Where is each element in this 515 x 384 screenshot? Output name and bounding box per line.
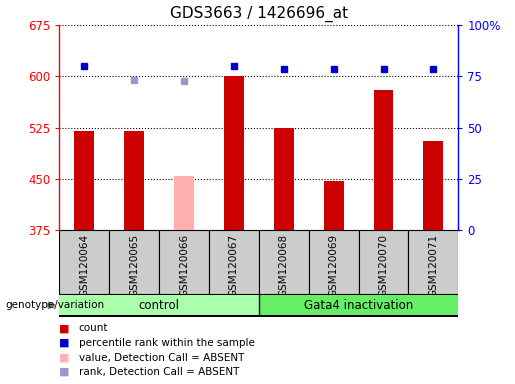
- Bar: [259, 230, 308, 294]
- Text: GSM120064: GSM120064: [79, 233, 89, 297]
- Bar: [308, 230, 358, 294]
- Bar: [209, 230, 259, 294]
- Text: Gata4 inactivation: Gata4 inactivation: [304, 299, 413, 312]
- Bar: [59, 230, 109, 294]
- Text: ■: ■: [59, 323, 70, 333]
- Text: GSM120068: GSM120068: [279, 233, 289, 297]
- Bar: [358, 230, 408, 294]
- Bar: [259, 295, 458, 315]
- Bar: [274, 127, 294, 230]
- Text: value, Detection Call = ABSENT: value, Detection Call = ABSENT: [79, 353, 244, 362]
- Bar: [59, 295, 259, 315]
- Bar: [109, 230, 159, 294]
- Bar: [408, 230, 458, 294]
- Text: ■: ■: [59, 338, 70, 348]
- Text: ■: ■: [59, 367, 70, 377]
- Text: genotype/variation: genotype/variation: [5, 300, 104, 310]
- Text: count: count: [79, 323, 108, 333]
- Bar: [373, 90, 393, 230]
- Text: rank, Detection Call = ABSENT: rank, Detection Call = ABSENT: [79, 367, 239, 377]
- Text: GSM120065: GSM120065: [129, 233, 139, 297]
- Bar: [124, 131, 144, 230]
- Bar: [423, 141, 443, 230]
- Bar: [323, 181, 344, 230]
- Text: GSM120071: GSM120071: [428, 233, 438, 297]
- Text: GSM120066: GSM120066: [179, 233, 189, 297]
- Bar: [174, 175, 194, 230]
- Text: control: control: [139, 299, 180, 312]
- Text: GSM120067: GSM120067: [229, 233, 239, 297]
- Text: ■: ■: [59, 353, 70, 362]
- Text: GSM120069: GSM120069: [329, 233, 339, 297]
- Bar: [159, 230, 209, 294]
- Text: GSM120070: GSM120070: [379, 233, 388, 296]
- Bar: [224, 76, 244, 230]
- Title: GDS3663 / 1426696_at: GDS3663 / 1426696_at: [170, 6, 348, 22]
- Bar: [74, 131, 94, 230]
- Text: percentile rank within the sample: percentile rank within the sample: [79, 338, 255, 348]
